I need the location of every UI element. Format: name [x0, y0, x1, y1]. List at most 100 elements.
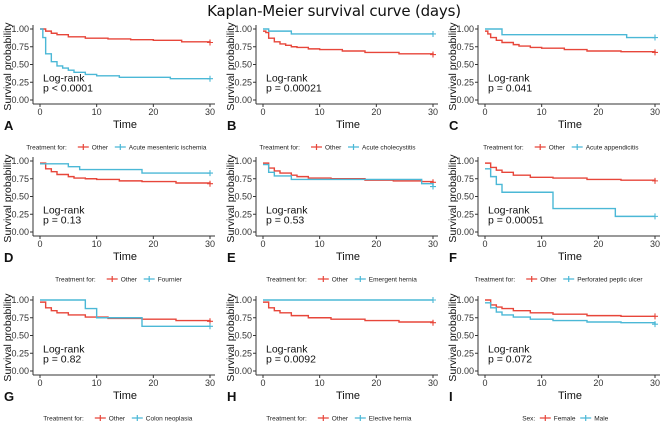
y-tick-label-f: 1.00 [456, 156, 474, 166]
panel-label-i: I [449, 389, 453, 404]
y-tick-label-f: 0.50 [456, 192, 474, 202]
censor-mark-b [430, 30, 436, 37]
x-tick-label-h: 10 [315, 378, 325, 388]
x-tick-label-f: 10 [537, 239, 547, 249]
y-tick-label-d: 0.25 [11, 209, 29, 219]
y-tick-label-b: 0.25 [234, 77, 252, 87]
x-tick-label-g: 20 [148, 378, 158, 388]
y-tick-label-i: 0.25 [456, 348, 474, 358]
panel-label-g: G [4, 389, 14, 404]
x-tick-label-b: 10 [315, 107, 325, 117]
x-tick-label-g: 0 [37, 378, 42, 388]
x-tick-label-e: 30 [428, 239, 438, 249]
censor-mark-c [652, 34, 658, 41]
censor-mark-f [652, 177, 658, 184]
x-tick-label-i: 0 [482, 378, 487, 388]
censor-mark-h [430, 319, 436, 326]
pvalue-label-f: p = 0.00051 [488, 214, 544, 226]
pvalue-label-a: p < 0.0001 [43, 82, 93, 94]
panel-label-e: E [227, 250, 236, 265]
legend-label-i-reference: Female [554, 416, 576, 423]
legend-label-e-reference: Other [332, 277, 349, 284]
censor-mark-b [430, 51, 436, 58]
x-tick-label-g: 10 [92, 378, 102, 388]
y-axis-title-b: Survival probability [225, 22, 237, 111]
y-axis-title-a: Survival probability [2, 22, 14, 111]
y-tick-label-b: 0.50 [234, 60, 252, 70]
logrank-label-i: Log-rank [488, 343, 530, 355]
x-axis-title-c: Time [558, 119, 582, 131]
logrank-label-c: Log-rank [488, 72, 530, 84]
x-tick-label-c: 10 [537, 107, 547, 117]
censor-mark-e [430, 183, 436, 190]
y-tick-label-c: 0.75 [456, 42, 474, 52]
x-tick-label-b: 20 [371, 107, 381, 117]
legend-title-a: Treatment for: [26, 145, 67, 152]
x-tick-label-e: 10 [315, 239, 325, 249]
x-axis-title-d: Time [113, 251, 137, 263]
y-tick-label-c: 1.00 [456, 24, 474, 34]
y-tick-label-h: 1.00 [234, 295, 252, 305]
pvalue-label-g: p = 0.82 [43, 353, 81, 365]
y-tick-label-f: 0.25 [456, 209, 474, 219]
legend-key-a-group [114, 144, 126, 150]
y-tick-label-g: 0.50 [11, 331, 29, 341]
x-tick-label-d: 0 [37, 239, 42, 249]
legend-label-f-group: Perforated peptic ulcer [577, 277, 643, 284]
y-tick-label-f: 0.75 [456, 174, 474, 184]
panel-label-c: C [449, 118, 459, 133]
x-tick-label-g: 30 [205, 378, 215, 388]
x-tick-label-i: 10 [537, 378, 547, 388]
legend-key-e-reference [317, 276, 329, 282]
y-axis-title-h: Survival probability [225, 293, 237, 382]
censor-mark-c [652, 49, 658, 56]
legend-key-e-group [354, 276, 366, 282]
legend-label-i-group: Male [594, 416, 608, 423]
y-tick-label-g: 0.25 [11, 348, 29, 358]
logrank-label-a: Log-rank [43, 72, 85, 84]
y-tick-label-h: 0.25 [234, 348, 252, 358]
censor-mark-i [652, 321, 658, 328]
panel-label-h: H [227, 389, 236, 404]
x-axis-title-e: Time [336, 251, 360, 263]
legend-label-c-group: Acute appendicitis [586, 145, 640, 152]
panel-label-a: A [4, 118, 14, 133]
legend-key-g-reference [94, 415, 106, 421]
y-tick-label-e: 1.00 [234, 156, 252, 166]
x-tick-label-c: 30 [650, 107, 660, 117]
y-tick-label-a: 0.50 [11, 60, 29, 70]
censor-mark-h [430, 297, 436, 303]
x-tick-label-b: 30 [428, 107, 438, 117]
legend-label-b-reference: Other [325, 145, 342, 152]
x-tick-label-h: 0 [260, 378, 265, 388]
legend-key-a-reference [77, 144, 89, 150]
x-tick-label-a: 20 [148, 107, 158, 117]
y-tick-label-c: 0.25 [456, 77, 474, 87]
x-tick-label-e: 20 [371, 239, 381, 249]
x-tick-label-c: 0 [482, 107, 487, 117]
panel-label-f: F [449, 250, 457, 265]
y-tick-label-c: 0.50 [456, 60, 474, 70]
y-tick-label-d: 0.00 [11, 227, 29, 237]
x-tick-label-d: 10 [92, 239, 102, 249]
y-axis-title-d: Survival probability [2, 154, 14, 243]
censor-mark-g [207, 323, 213, 330]
pvalue-label-h: p = 0.0092 [266, 353, 316, 365]
legend-key-h-group [354, 415, 366, 421]
censor-mark-a [207, 39, 213, 46]
km-curve-f-group [485, 168, 655, 218]
y-tick-label-d: 0.50 [11, 192, 29, 202]
km-curve-a-group [40, 28, 210, 80]
pvalue-label-b: p = 0.00021 [266, 82, 322, 94]
y-tick-label-g: 1.00 [11, 295, 29, 305]
figure-title: Kaplan-Meier survival curve (days) [207, 2, 461, 20]
censor-mark-d [207, 170, 213, 177]
x-axis-title-h: Time [336, 390, 360, 402]
legend-key-c-group [571, 144, 583, 150]
pvalue-label-d: p = 0.13 [43, 214, 81, 226]
x-tick-label-f: 0 [482, 239, 487, 249]
y-axis-title-f: Survival probability [447, 154, 459, 243]
y-tick-label-i: 0.00 [456, 366, 474, 376]
y-axis-title-e: Survival probability [225, 154, 237, 243]
legend-title-c: Treatment for: [483, 145, 524, 152]
